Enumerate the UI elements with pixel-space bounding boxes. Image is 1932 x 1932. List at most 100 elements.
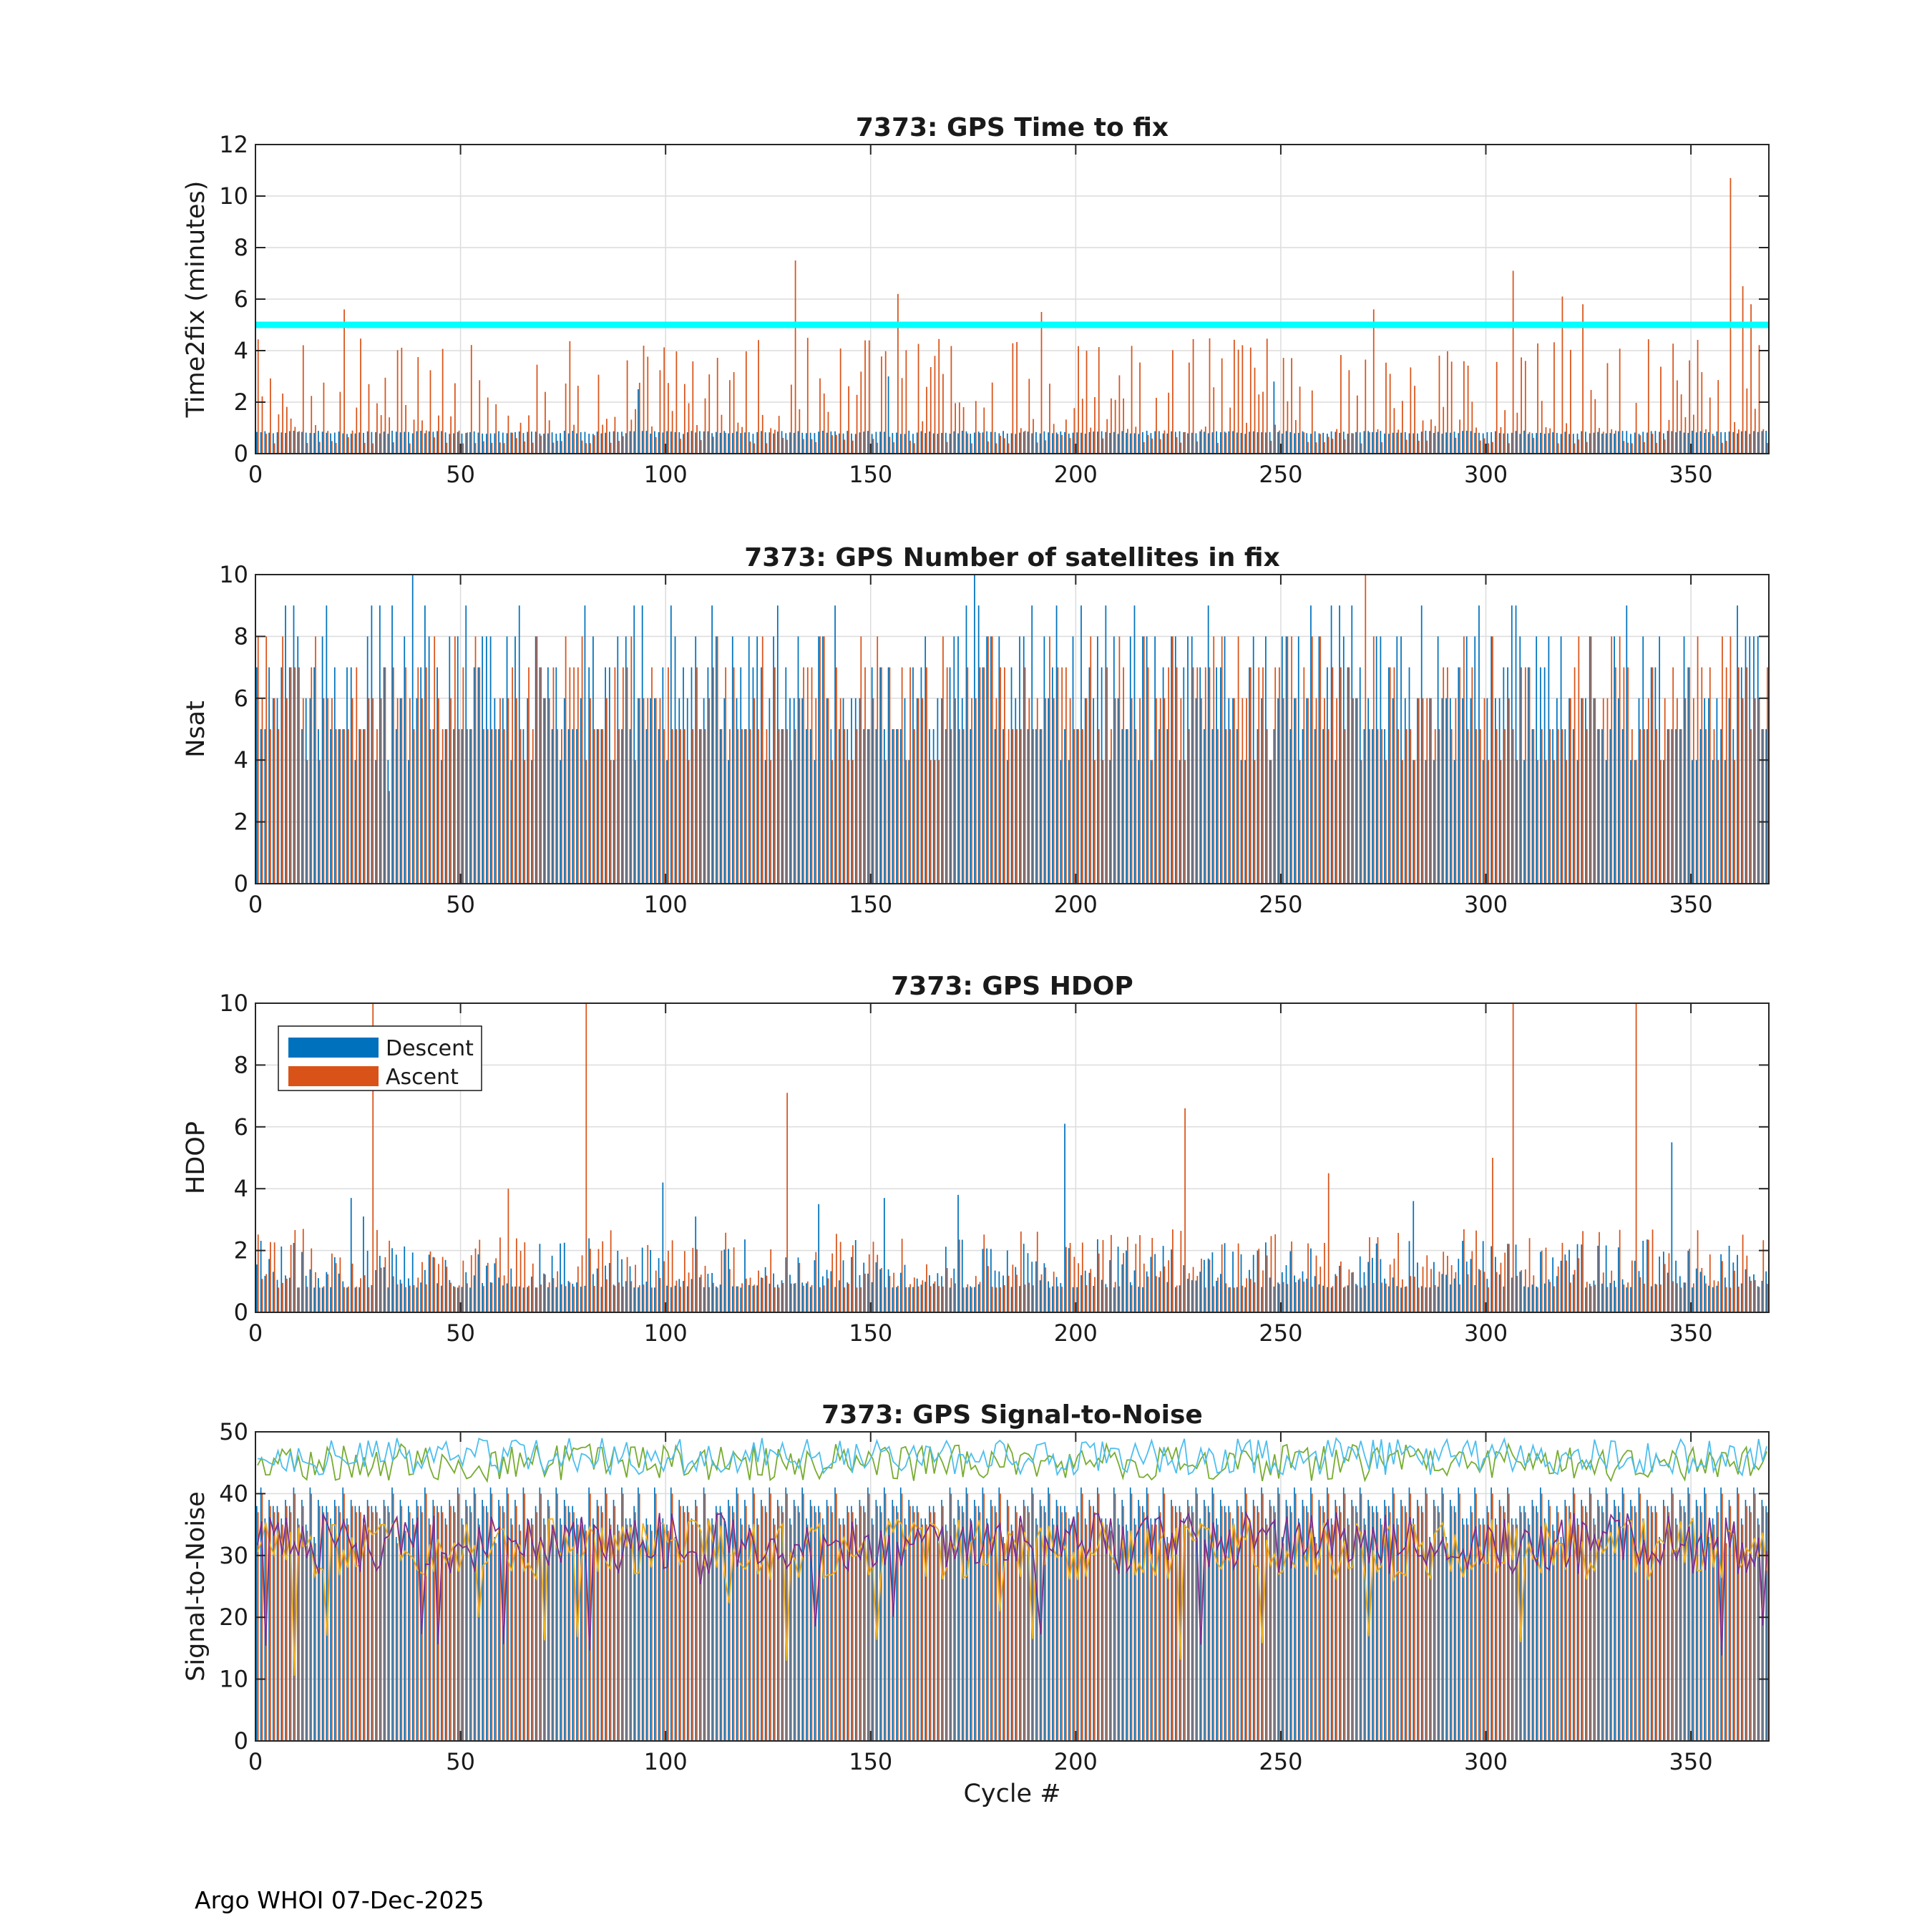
descent-bar (744, 432, 746, 454)
descent-bar (1294, 1487, 1295, 1741)
descent-bar (1720, 1487, 1722, 1741)
ascent-bar (1455, 1512, 1457, 1741)
descent-bar (346, 1518, 348, 1741)
ascent-bar (753, 698, 756, 884)
descent-bar (1560, 434, 1562, 454)
ascent-bar (298, 667, 300, 884)
ascent-bar (602, 729, 604, 884)
y-tick-label: 0 (234, 870, 248, 897)
ascent-bar (474, 443, 477, 454)
descent-bar (313, 433, 316, 454)
descent-bar (1129, 1282, 1131, 1312)
descent-bar (854, 698, 857, 884)
descent-bar (1310, 1487, 1312, 1741)
descent-bar (797, 1506, 799, 1741)
descent-bar (883, 431, 885, 454)
descent-bar (945, 1524, 947, 1741)
descent-bar (1425, 1487, 1427, 1741)
ascent-bar (1294, 1493, 1297, 1741)
ascent-bar (1512, 1524, 1514, 1741)
snr-line-sat-1 (257, 1442, 1767, 1483)
ascent-bar (626, 1524, 628, 1741)
descent-bar (1285, 636, 1287, 884)
descent-bar (887, 1269, 889, 1312)
ascent-bar (1360, 1287, 1362, 1312)
ascent-bar (1725, 441, 1727, 454)
ascent-bar (836, 1493, 837, 1741)
descent-bar (1523, 1506, 1525, 1741)
descent-bar (781, 1506, 783, 1741)
descent-bar (1572, 434, 1574, 454)
ascent-bar (1414, 1277, 1415, 1312)
descent-bar (1236, 1287, 1238, 1312)
descent-bar (1740, 667, 1742, 884)
ascent-bar (766, 1512, 768, 1741)
descent-bar (1117, 1518, 1119, 1741)
ascent-bar (1455, 437, 1457, 454)
descent-bar (957, 433, 959, 454)
descent-bar (1179, 431, 1181, 454)
descent-bar (1146, 636, 1148, 884)
ascent-bar (1012, 343, 1014, 454)
ascent-bar (749, 441, 751, 454)
nsat-bars (256, 575, 1768, 884)
descent-bar (395, 1254, 397, 1312)
ascent-bar (1668, 1512, 1670, 1741)
ascent-bar (831, 1512, 833, 1741)
ascent-bar (1729, 177, 1732, 454)
ascent-bar (987, 636, 989, 884)
descent-bar (854, 1240, 857, 1312)
descent-bar (436, 431, 438, 454)
ascent-bar (602, 424, 604, 454)
ascent-bar (1168, 667, 1170, 884)
descent-bar (449, 1279, 451, 1312)
ascent-bar (302, 698, 304, 884)
ascent-bar (753, 443, 756, 454)
descent-bar (293, 605, 295, 884)
ascent-bar (532, 729, 534, 884)
ascent-bar (577, 667, 579, 884)
ascent-bar (1566, 1260, 1568, 1312)
ascent-bar (429, 729, 431, 884)
ascent-bar (979, 1282, 981, 1312)
ascent-bar (470, 1512, 472, 1741)
x-tick-label: 100 (644, 1748, 688, 1775)
ascent-bar (1061, 1287, 1063, 1312)
ascent-bar (372, 443, 374, 454)
descent-bar (408, 1506, 409, 1741)
ascent-bar (1131, 1285, 1133, 1312)
ascent-bar (950, 1493, 952, 1741)
descent-bar (1523, 760, 1525, 884)
ascent-bar (1061, 434, 1063, 454)
ascent-bar (1402, 1279, 1403, 1312)
descent-bar (350, 667, 352, 884)
descent-bar (1375, 1506, 1377, 1741)
descent-bar (1330, 605, 1332, 884)
descent-bar (691, 667, 693, 884)
descent-bar (354, 1506, 356, 1741)
y-tick-label: 2 (234, 1237, 248, 1264)
ascent-bar (913, 443, 915, 454)
ascent-bar (1217, 442, 1219, 454)
descent-bar (678, 1279, 680, 1312)
ascent-bar (1652, 1229, 1654, 1312)
descent-bar (965, 431, 967, 454)
descent-bar (321, 1506, 323, 1741)
descent-bar (1335, 1274, 1337, 1312)
ascent-bar (704, 729, 706, 884)
descent-bar (1413, 1518, 1415, 1741)
ascent-bar (1172, 1506, 1174, 1741)
descent-bar (1252, 1500, 1254, 1741)
ascent-bar (688, 1272, 690, 1312)
descent-bar (1154, 1518, 1156, 1741)
descent-bar (965, 1487, 967, 1741)
ascent-bar (864, 340, 866, 454)
descent-bar (982, 432, 984, 454)
ascent-bar (922, 421, 924, 454)
ascent-bar (1639, 1493, 1641, 1741)
descent-bar (264, 729, 266, 884)
descent-bar (1269, 1277, 1271, 1312)
descent-bar (473, 1275, 475, 1312)
